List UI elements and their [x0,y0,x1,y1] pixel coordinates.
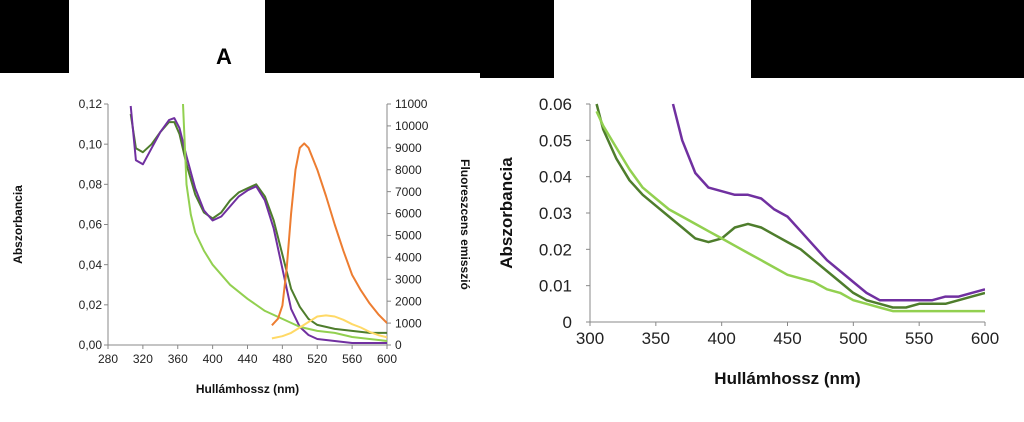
x-tick-label: 480 [272,352,292,366]
y2-axis-title: Fluoreszcens emisszió [458,159,472,290]
y-tick-label: 0,08 [79,178,103,192]
y2-tick-label: 2000 [395,294,422,308]
x-tick-label: 520 [307,352,327,366]
series-line-1 [595,110,985,313]
series-line-2 [671,103,985,302]
y-tick-label: 0.06 [539,95,572,114]
x-tick-label: 550 [905,329,933,348]
y2-tick-label: 10000 [395,119,429,133]
chart-a: 280 320 360 400 440 480 520 560 600 0,00 0,02 0,04 0… [11,97,472,396]
x-axis-title: Hullámhossz (nm) [714,369,860,388]
y2-tick-label: 9000 [395,141,422,155]
x-tick-label: 400 [203,352,223,366]
y-tick-label: 0,02 [79,298,103,312]
x-tick-label: 300 [576,329,604,348]
x-tick-label: 440 [237,352,257,366]
chart-b: 300 350 400 450 500 550 600 0 0.01 0.02 0.03 0.04 0.… [497,95,999,388]
y-axis-title: Abszorbancia [11,185,25,264]
y-tick-label: 0,04 [79,258,103,272]
y2-tick-label: 3000 [395,272,422,286]
y-tick-label: 0.02 [539,240,572,259]
y-tick-label: 0 [563,313,572,332]
top-mid2-black-block [480,0,554,78]
y2-tick-label: 7000 [395,185,422,199]
x-tick-label: 560 [342,352,362,366]
x-tick-label: 600 [377,352,397,366]
y-tick-label: 0.04 [539,168,572,187]
y-tick-label: 0.03 [539,204,572,223]
x-tick-label: 500 [839,329,867,348]
y-tick-label: 0.05 [539,131,572,150]
x-tick-label: 450 [773,329,801,348]
x-tick-label: 350 [642,329,670,348]
x-axis-title: Hullámhossz (nm) [196,382,299,396]
x-tick-label: 320 [133,352,153,366]
y2-tick-label: 5000 [395,229,422,243]
top-mid-black-block [265,0,480,73]
y-tick-label: 0,12 [79,97,103,111]
y2-tick-label: 8000 [395,163,422,177]
x-tick-label: 600 [971,329,999,348]
y-tick-label: 0,00 [79,338,103,352]
series-line-0 [595,103,985,309]
top-left-black-block [0,0,69,73]
series-line-4 [271,314,387,340]
panel-label-a: A [216,44,232,69]
y-tick-label: 0,06 [79,218,103,232]
y-tick-label: 0.01 [539,277,572,296]
series-line-1 [129,105,387,344]
x-tick-label: 400 [707,329,735,348]
y2-tick-label: 0 [395,338,402,352]
top-right-black-block [751,0,1024,78]
y2-tick-label: 4000 [395,251,422,265]
series-line-2 [182,103,387,342]
y-axis-title: Abszorbancia [497,157,516,269]
series-line-3 [271,142,387,326]
y-tick-label: 0,10 [79,137,103,151]
y2-tick-label: 6000 [395,207,422,221]
x-tick-label: 360 [168,352,188,366]
y2-tick-label: 11000 [395,97,428,111]
x-tick-label: 280 [98,352,118,366]
y2-tick-label: 1000 [395,316,422,330]
series-line-0 [129,113,387,334]
